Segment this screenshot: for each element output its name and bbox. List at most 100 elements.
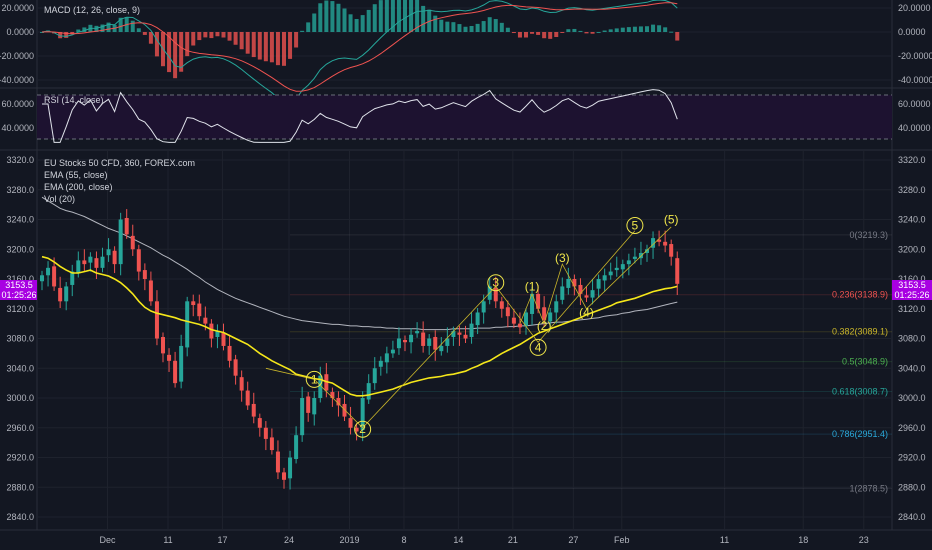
macd-bar bbox=[372, 4, 377, 32]
wave-label-circle bbox=[626, 216, 644, 234]
macd-bar bbox=[324, 0, 329, 33]
macd-bar bbox=[130, 20, 135, 32]
candle-body bbox=[457, 332, 462, 335]
candle-body bbox=[203, 317, 208, 324]
candle-body bbox=[378, 360, 383, 367]
macd-bar bbox=[318, 3, 323, 32]
macd-bar bbox=[191, 32, 196, 46]
candle-body bbox=[70, 271, 75, 285]
macd-bar bbox=[263, 32, 268, 62]
macd-bar bbox=[560, 32, 565, 33]
candle-body bbox=[427, 338, 432, 346]
macd-bar bbox=[548, 32, 553, 39]
fib-level-label: 0.786(2951.4) bbox=[832, 429, 888, 439]
macd-bar bbox=[390, 0, 395, 33]
rsi-tick-label: 40.0000 bbox=[1, 123, 34, 133]
rsi-title: RSI (14, close) bbox=[44, 95, 104, 105]
macd-bar bbox=[396, 0, 401, 32]
wave-label-circle bbox=[487, 274, 505, 292]
macd-bar bbox=[40, 32, 44, 33]
candle-body bbox=[185, 301, 190, 348]
macd-bar bbox=[445, 21, 450, 32]
macd-bar bbox=[554, 32, 559, 37]
wave-label: 4 bbox=[535, 340, 542, 354]
elliott-wave-labels[interactable]: 1 2 3 4 5 (1) (2) (3) (4) (5) bbox=[305, 213, 679, 438]
macd-bar bbox=[366, 9, 371, 32]
candle-body bbox=[269, 437, 274, 451]
candle-body bbox=[632, 256, 637, 259]
macd-bar bbox=[118, 17, 123, 32]
macd-bar bbox=[76, 29, 81, 32]
candle-body bbox=[614, 267, 619, 271]
macd-bar bbox=[275, 32, 280, 66]
candle-body bbox=[451, 331, 456, 338]
macd-line bbox=[41, 0, 678, 104]
macd-bar bbox=[584, 32, 589, 34]
volume-legend: Vol (20) bbox=[44, 194, 75, 204]
macd-bar bbox=[415, 0, 420, 33]
rsi-pane[interactable]: RSI (14, close) 60.0000 40.0000 60.0000 40… bbox=[1, 89, 931, 143]
macd-bar bbox=[336, 3, 341, 32]
candle-body bbox=[52, 266, 57, 287]
wave-label: 2 bbox=[359, 422, 366, 436]
macd-bar bbox=[499, 22, 504, 32]
macd-bar bbox=[167, 32, 172, 73]
macd-bar bbox=[384, 0, 389, 32]
price-tick-label: 2880.0 bbox=[898, 482, 926, 492]
wave-label-circle bbox=[529, 338, 547, 356]
time-axis: Dec 11 17 24 2019 8 14 21 27 Feb 11 18 23 bbox=[99, 535, 868, 545]
candle-body bbox=[40, 275, 44, 282]
macd-bar bbox=[511, 32, 516, 34]
candle-body bbox=[572, 279, 577, 287]
wave-label-circle bbox=[305, 370, 323, 388]
pane-separators bbox=[0, 0, 932, 531]
macd-bar bbox=[288, 32, 293, 59]
candle-body bbox=[554, 301, 559, 313]
candle-body bbox=[663, 241, 668, 246]
macd-bar bbox=[154, 32, 159, 57]
candle-body bbox=[590, 290, 595, 298]
fib-level-label: 0.236(3138.9) bbox=[832, 290, 888, 300]
macd-bar bbox=[197, 32, 202, 41]
candle-body bbox=[403, 339, 407, 343]
candle-body bbox=[366, 383, 371, 400]
candle-body bbox=[517, 323, 522, 328]
macd-bar bbox=[306, 22, 311, 32]
fib-level-label: 1(2878.5) bbox=[849, 483, 888, 493]
price-tick-label: 2920.0 bbox=[898, 453, 926, 463]
candle-body bbox=[409, 334, 414, 343]
macd-signal-line bbox=[41, 2, 678, 92]
macd-pane[interactable]: MACD (12, 26, close, 9) 20.0000 0.0000 -20… bbox=[0, 0, 932, 104]
macd-bar bbox=[348, 14, 353, 32]
macd-bar bbox=[638, 26, 643, 32]
fibonacci-retracement[interactable]: 0(3219.3) 0.236(3138.9) 0.382(3089.1) 0.5(3… bbox=[290, 230, 892, 493]
macd-bar bbox=[257, 32, 262, 60]
rsi-band bbox=[37, 95, 892, 139]
candle-body bbox=[390, 349, 395, 354]
macd-bar bbox=[602, 30, 607, 32]
candle-body bbox=[94, 258, 99, 268]
price-pane[interactable]: 0(3219.3) 0.236(3138.9) 0.382(3089.1) 0.5(3… bbox=[0, 150, 932, 530]
macd-bar bbox=[608, 29, 613, 32]
macd-bar bbox=[469, 26, 474, 32]
candle-body bbox=[584, 295, 589, 298]
macd-bar bbox=[427, 9, 432, 33]
macd-bar bbox=[148, 32, 153, 44]
candle-body bbox=[645, 249, 649, 253]
candle-body bbox=[227, 345, 232, 361]
macd-bar bbox=[669, 31, 674, 33]
macd-bar bbox=[626, 27, 631, 32]
macd-tick-label: 20.0000 bbox=[898, 3, 931, 13]
macd-bar bbox=[82, 27, 87, 32]
macd-bar bbox=[614, 28, 619, 32]
macd-bar bbox=[106, 22, 111, 32]
wave-label: (1) bbox=[525, 279, 540, 293]
macd-bar bbox=[433, 15, 438, 32]
candle-body bbox=[209, 323, 214, 339]
candle-body bbox=[215, 331, 220, 338]
price-tick-label: 3160.0 bbox=[898, 274, 926, 284]
candle-body bbox=[396, 338, 401, 349]
macd-axis-left: 20.0000 0.0000 -20.0000 -40.0000 bbox=[0, 3, 34, 85]
price-tick-label: 3240.0 bbox=[6, 215, 34, 225]
